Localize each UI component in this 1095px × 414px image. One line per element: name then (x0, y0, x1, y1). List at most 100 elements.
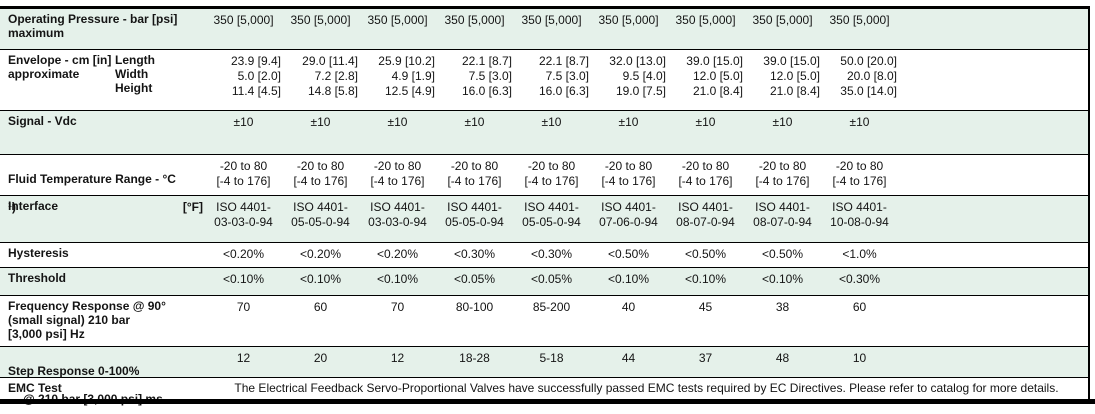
envelope-value: 29.0 [11.4] 7.2 [2.8] 14.8 [5.8] (302, 54, 358, 98)
interface-value: ISO 4401- 08-07-0-94 (676, 200, 735, 229)
row-fluid-temperature: Fluid Temperature Range - °C ¹) [°F] -20… (0, 155, 1088, 214)
frequency-response-value: 70 (236, 300, 251, 314)
hysteresis-value: <0.50% (684, 247, 727, 261)
bottom-rule (0, 399, 1095, 404)
fluid-temp-value: -20 to 80 [-4 to 176] (370, 159, 425, 188)
envelope-value: 39.0 [15.0] 12.0 [5.0] 21.0 [8.4] (763, 54, 820, 98)
interface-value: ISO 4401- 03-03-0-94 (368, 200, 427, 229)
hysteresis-value: <0.50% (607, 247, 650, 261)
row-filler (898, 296, 1088, 346)
envelope-value: 32.0 [13.0] 9.5 [4.0] 19.0 [7.5] (609, 54, 666, 98)
step-response-value: 12 (390, 351, 405, 365)
envelope-label: Envelope - cm [in] approximate (8, 53, 112, 81)
fluid-temp-value: -20 to 80 [-4 to 176] (447, 159, 502, 188)
hysteresis-value: <0.20% (299, 247, 342, 261)
hysteresis-value: <0.30% (453, 247, 496, 261)
envelope-value: 39.0 [15.0] 12.0 [5.0] 21.0 [8.4] (686, 54, 743, 98)
row-label: Operating Pressure - bar [psi] maximum (8, 12, 178, 40)
threshold-value: <0.30% (838, 272, 881, 286)
signal-value: ±10 (310, 115, 331, 129)
row-values: -20 to 80 [-4 to 176] -20 to 80 [-4 to 1… (205, 155, 898, 195)
signal-value: ±10 (541, 115, 562, 129)
row-envelope: Envelope - cm [in] approximate Length Wi… (0, 50, 1088, 111)
row-frequency-response: Frequency Response @ 90° (small signal) … (0, 296, 1088, 347)
row-values: 350 [5,000] 350 [5,000] 350 [5,000] 350 … (205, 9, 898, 49)
row-label: Threshold (8, 271, 67, 285)
frequency-response-value: 80-100 (455, 300, 494, 314)
hysteresis-value: <1.0% (842, 247, 877, 261)
row-filler (898, 347, 1088, 377)
signal-value: ±10 (618, 115, 639, 129)
envelope-value: 22.1 [8.7] 7.5 [3.0] 16.0 [6.3] (461, 54, 512, 98)
envelope-value: 23.9 [9.4] 5.0 [2.0] 11.4 [4.5] (230, 54, 281, 98)
step-response-value: 20 (313, 351, 328, 365)
operating-pressure-value: 350 [5,000] (752, 13, 813, 27)
envelope-value: 22.1 [8.7] 7.5 [3.0] 16.0 [6.3] (538, 54, 589, 98)
hysteresis-value: <0.20% (222, 247, 265, 261)
step-response-value: 5-18 (539, 351, 564, 365)
row-operating-pressure: Operating Pressure - bar [psi] maximum 3… (0, 9, 1088, 50)
signal-value: ±10 (233, 115, 254, 129)
interface-value: ISO 4401- 03-03-0-94 (214, 200, 273, 229)
threshold-value: <0.10% (684, 272, 727, 286)
row-values: ±10 ±10 ±10 ±10 ±10 ±10 ±10 ±10 ±10 Othe… (205, 111, 898, 154)
row-label: Hysteresis (8, 246, 69, 260)
frequency-response-value: 70 (390, 300, 405, 314)
fluid-temp-value: -20 to 80 [-4 to 176] (293, 159, 348, 188)
row-step-response: Step Response 0-100% @ 210 bar [3,000 ps… (0, 347, 1088, 406)
signal-value: ±10 (464, 115, 485, 129)
step-response-value: 12 (236, 351, 251, 365)
interface-value: ISO 4401- 05-05-0-94 (445, 200, 504, 229)
row-values: 70 60 70 80-100 85-200 40 45 38 60 (205, 296, 898, 346)
fluid-temp-label-line2: ¹) [°F] (8, 200, 205, 214)
row-values: <0.20% <0.20% <0.20% <0.30% <0.30% <0.50… (205, 243, 898, 267)
interface-value: ISO 4401- 05-05-0-94 (522, 200, 581, 229)
footnote-mark: ¹) (8, 200, 16, 214)
row-values: ISO 4401- 03-03-0-94 ISO 4401- 05-05-0-9… (205, 196, 898, 242)
operating-pressure-value: 350 [5,000] (598, 13, 659, 27)
envelope-value: 25.9 [10.2] 4.9 [1.9] 12.5 [4.9] (378, 54, 435, 98)
step-response-value: 48 (775, 351, 790, 365)
signal-value: ±10 (849, 115, 870, 129)
operating-pressure-value: 350 [5,000] (829, 13, 890, 27)
operating-pressure-value: 350 [5,000] (213, 13, 274, 27)
row-interface: Interface ISO 4401- 03-03-0-94 ISO 4401-… (0, 196, 1088, 243)
threshold-value: <0.05% (453, 272, 496, 286)
fluid-temp-value: -20 to 80 [-4 to 176] (678, 159, 733, 188)
step-response-label: Step Response 0-100% (8, 364, 140, 378)
interface-value: ISO 4401- 05-05-0-94 (291, 200, 350, 229)
row-label: EMC Test (8, 381, 62, 395)
signal-value: ±10 (387, 115, 408, 129)
fluid-temp-value: -20 to 80 [-4 to 176] (755, 159, 810, 188)
step-response-value: 44 (621, 351, 636, 365)
envelope-value: 50.0 [20.0] 20.0 [8.0] 35.0 [14.0] (840, 54, 897, 98)
spec-table: Operating Pressure - bar [psi] maximum 3… (0, 6, 1090, 406)
row-filler (898, 243, 1088, 267)
row-threshold: Threshold <0.10% <0.10% <0.10% <0.05% <0… (0, 268, 1088, 296)
interface-value: ISO 4401- 07-06-0-94 (599, 200, 658, 229)
row-values: 12 20 12 18-28 5-18 44 37 48 10 (205, 347, 898, 377)
hysteresis-value: <0.20% (376, 247, 419, 261)
operating-pressure-value: 350 [5,000] (290, 13, 351, 27)
row-label: Envelope - cm [in] approximate Length Wi… (0, 50, 205, 110)
row-signal: Signal - Vdc ±10 ±10 ±10 ±10 ±10 ±10 ±10… (0, 111, 1088, 155)
threshold-value: <0.10% (376, 272, 419, 286)
signal-value: ±10 (772, 115, 793, 129)
envelope-dimension-labels: Length Width Height (115, 53, 155, 95)
fluid-temp-value: -20 to 80 [-4 to 176] (524, 159, 579, 188)
frequency-response-value: 45 (698, 300, 713, 314)
row-label: Frequency Response @ 90° (small signal) … (8, 299, 166, 341)
row-hysteresis: Hysteresis <0.20% <0.20% <0.20% <0.30% <… (0, 243, 1088, 268)
emc-test-statement: The Electrical Feedback Servo-Proportion… (234, 381, 1059, 395)
row-emc-test: EMC Test The Electrical Feedback Servo-P… (0, 378, 1088, 399)
hysteresis-value: <0.50% (761, 247, 804, 261)
fluid-temp-value: -20 to 80 [-4 to 176] (601, 159, 656, 188)
row-values: 23.9 [9.4] 5.0 [2.0] 11.4 [4.5] 29.0 [11… (205, 50, 898, 110)
hysteresis-value: <0.30% (530, 247, 573, 261)
fluid-temp-unit-alt: [°F] (182, 200, 203, 214)
interface-value: ISO 4401- 10-08-0-94 (830, 200, 889, 229)
threshold-value: <0.10% (299, 272, 342, 286)
fluid-temp-value: -20 to 80 [-4 to 176] (216, 159, 271, 188)
row-values: <0.10% <0.10% <0.10% <0.05% <0.05% <0.10… (205, 268, 898, 295)
